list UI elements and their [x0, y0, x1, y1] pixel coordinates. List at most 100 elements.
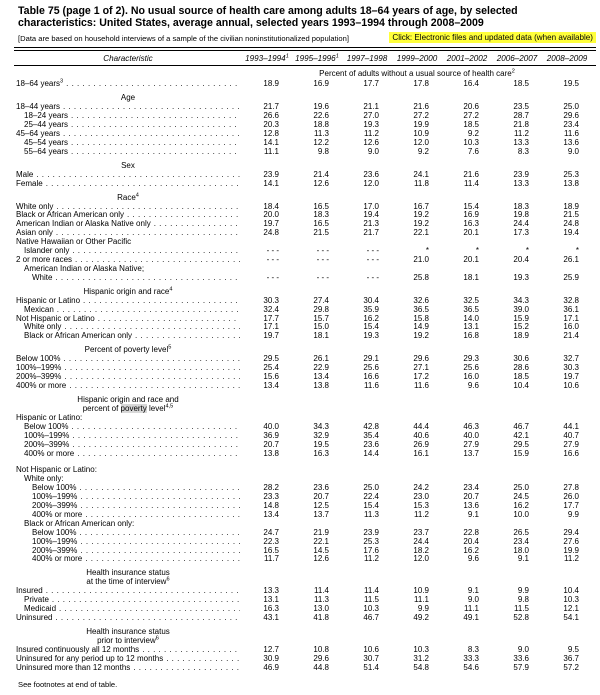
data-cell: 12.2	[313, 137, 329, 147]
section-header: Race4	[14, 191, 242, 201]
row-label: 18–64 years3	[14, 78, 242, 89]
section-header-line: Hispanic origin and race4	[83, 286, 173, 296]
data-cell: 21.4	[313, 169, 329, 179]
data-cell: 27.0	[363, 111, 379, 121]
data-cell: 21.0	[413, 255, 429, 264]
row-label: 25–44 years	[14, 120, 242, 130]
row-label-text: Not Hispanic or Latino	[16, 313, 95, 323]
row-label: 200%–399%	[14, 439, 242, 450]
row-label: 2 or more races	[14, 255, 242, 265]
table-row: Private 13.1 11.3 11.5 11.1 9.0 9.8 10.3	[14, 595, 596, 605]
title-line-2: characteristics: United States, average …	[18, 17, 484, 30]
section-header: Health insurance status at the time of in…	[14, 568, 242, 586]
data-cell: 11.2	[364, 129, 379, 139]
leader-dots	[80, 502, 240, 511]
data-cell: 23.6	[363, 169, 379, 179]
section-header-line: prior to interview6	[97, 635, 159, 645]
bracket-note: [Data are based on household interviews …	[18, 34, 349, 44]
leader-dots	[133, 664, 240, 673]
data-cell: 24.8	[563, 219, 579, 229]
row-label-text: White only	[16, 201, 54, 211]
data-cell: 19.9	[413, 120, 429, 130]
data-cell: 16.6	[363, 372, 379, 382]
table-row: 18–24 years 26.6 22.6 27.0 27.2 27.2 28.7 29.6	[14, 111, 596, 121]
data-cell: 44.1	[563, 421, 579, 431]
data-cell: 16.1	[413, 448, 429, 458]
data-cell: 36.5	[413, 304, 429, 314]
data-cell: 29.5	[263, 354, 279, 364]
data-cell: 14.1	[263, 178, 279, 188]
data-cell: 23.4	[513, 536, 529, 546]
data-cell: 10.8	[313, 645, 329, 654]
data-cell: 32.4	[263, 304, 279, 314]
data-cell: 32.5	[463, 295, 479, 305]
row-label-text: Insured continuously all 12 months	[16, 645, 140, 654]
data-cell: 22.1	[413, 228, 429, 238]
data-cell: 26.5	[513, 527, 529, 537]
row-label: 400% or more	[14, 381, 242, 391]
data-cell: 23.3	[263, 492, 279, 502]
data-cell: 22.6	[313, 111, 329, 121]
row-label-text: 25–44 years	[24, 120, 69, 130]
data-cell: 25.0	[513, 483, 529, 493]
data-cell: 16.0	[463, 372, 479, 382]
data-cell: 16.2	[363, 313, 379, 323]
row-label-text: White only:	[24, 474, 64, 484]
row-label-text: Mexican	[24, 304, 54, 314]
data-cell: 22.3	[263, 536, 279, 546]
data-cell: 15.9	[513, 448, 529, 458]
row-label: 200%–399%	[14, 546, 242, 556]
data-cell: 12.8	[263, 129, 279, 139]
row-label-text: Insured	[16, 586, 43, 596]
table-row: Medicaid 16.3 13.0 10.3 9.9 11.1 11.5 12.1	[14, 604, 596, 614]
data-cell: 13.6	[463, 501, 479, 511]
data-cell: 15.6	[263, 372, 279, 382]
table-row: 45–54 years 14.1 12.2 12.6 12.0 10.3 13.3 13.6	[14, 137, 596, 148]
section-header: Percent of poverty level5	[14, 345, 242, 354]
footnote-marker: 3	[60, 78, 64, 85]
leader-dots	[52, 596, 240, 605]
electronic-files-link[interactable]: Click: Electronic files and updated data…	[389, 32, 596, 44]
data-cell: 18.5	[513, 372, 529, 382]
table-row: Below 100% 28.2 23.6 25.0 24.2 23.4 25.0 27.8	[14, 483, 596, 493]
section-header-line: Health insurance status	[86, 568, 170, 578]
data-cell: 16.3	[263, 604, 279, 614]
row-label-text: Female	[16, 178, 43, 188]
data-cell: 14.0	[463, 313, 479, 323]
data-cell: 30.3	[263, 295, 279, 305]
data-cell: 23.6	[313, 483, 329, 493]
section-header-line: Age	[120, 93, 136, 103]
row-label: 200%–399%	[14, 372, 242, 382]
row-label: Black or African American only	[14, 331, 242, 341]
data-cell: 18.3	[513, 201, 529, 211]
data-cell: 11.6	[564, 129, 579, 139]
data-cell: 36.7	[563, 653, 579, 663]
row-label-text: 100%–199%	[32, 536, 78, 546]
data-cell: 16.5	[263, 545, 279, 555]
data-cell: 25.6	[463, 363, 479, 373]
data-cell: 19.5	[313, 439, 329, 449]
section-header-line: Sex	[121, 160, 135, 170]
data-cell: 51.4	[363, 662, 379, 672]
table-row: 100%–199% 36.9 32.9 35.4 40.6 40.0 42.1 40.7	[14, 431, 596, 441]
data-cell: 27.8	[563, 483, 579, 493]
data-cell: - - -	[266, 255, 279, 264]
data-cell: 27.2	[463, 111, 479, 121]
data-cell: 31.2	[413, 653, 429, 663]
data-cell: 29.3	[463, 354, 479, 364]
row-label: White only	[14, 201, 242, 212]
row-label-text: 200%–399%	[24, 439, 70, 449]
table-row: Native Hawaiian or Other Pacific	[14, 237, 596, 247]
data-cell: 28.7	[513, 111, 529, 121]
data-cell: 13.8	[313, 380, 329, 390]
data-cell: 36.5	[463, 304, 479, 314]
data-cell: 18.5	[463, 120, 479, 130]
footnote-marker: 4	[135, 191, 139, 198]
data-cell: *	[525, 246, 529, 256]
data-cell: 27.6	[563, 536, 579, 546]
row-label-text: 55–64 years	[24, 146, 69, 156]
data-cell: 32.7	[563, 354, 579, 364]
table-row: 400% or more 13.8 16.3 14.4 16.1 13.7 15.9 16.6	[14, 448, 596, 459]
leader-dots	[98, 315, 240, 324]
data-cell: 19.9	[563, 545, 579, 555]
